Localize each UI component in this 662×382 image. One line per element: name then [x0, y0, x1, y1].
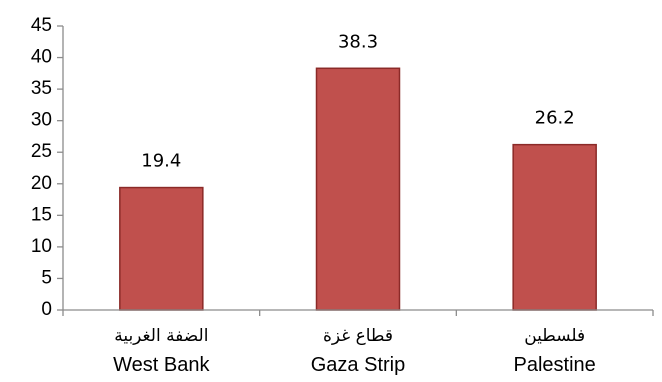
x-axis-ticks	[62, 310, 654, 316]
data-label: 19.4	[141, 151, 181, 172]
y-tick-label: 45	[31, 15, 52, 36]
y-tick-label: 15	[31, 204, 52, 225]
category-label-arabic: فلسطين	[524, 326, 585, 346]
bar	[119, 186, 204, 311]
y-tick-label: 30	[31, 110, 52, 131]
bars	[119, 67, 597, 311]
category-label-english: Palestine	[514, 354, 596, 376]
y-tick-label: 5	[41, 267, 52, 288]
data-label: 38.3	[338, 31, 378, 52]
y-tick-label: 10	[31, 236, 52, 257]
data-label: 26.2	[535, 108, 575, 129]
y-tick-label: 0	[41, 299, 52, 320]
category-label-english: West Bank	[113, 354, 210, 376]
y-tick-label: 40	[31, 47, 52, 68]
y-tick-label: 35	[31, 78, 52, 99]
category-label-arabic: قطاع غزة	[323, 326, 393, 346]
y-tick-label: 20	[31, 173, 52, 194]
y-tick-label: 25	[31, 141, 52, 162]
y-axis-ticks: 0 5 10 15 20 25 30 35 40 45	[31, 15, 63, 320]
bar	[315, 67, 401, 311]
category-label-english: Gaza Strip	[311, 354, 405, 376]
category-labels: الضفة الغربية West Bank قطاع غزة Gaza Strip…	[113, 326, 596, 376]
data-labels: 19.4 38.3 26.2	[141, 31, 574, 171]
category-label-arabic: الضفة الغربية	[114, 326, 208, 346]
bar	[512, 143, 597, 311]
